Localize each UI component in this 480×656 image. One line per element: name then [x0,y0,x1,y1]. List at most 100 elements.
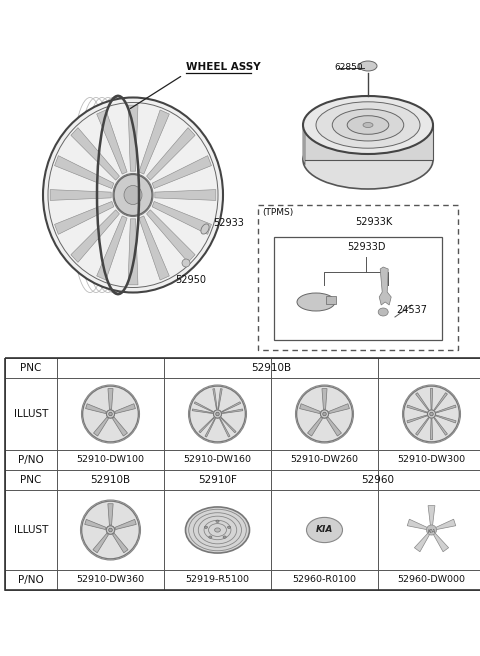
Text: ILLUST: ILLUST [14,409,48,419]
Text: 52950: 52950 [176,275,206,285]
Circle shape [109,412,112,416]
Text: ILLUST: ILLUST [14,525,48,535]
Polygon shape [219,419,230,437]
Text: 52960-DW000: 52960-DW000 [397,575,466,584]
Circle shape [81,500,141,560]
Ellipse shape [378,308,388,316]
Polygon shape [431,419,432,440]
Circle shape [430,412,433,416]
Polygon shape [152,155,212,188]
Circle shape [214,410,222,418]
Polygon shape [213,388,217,409]
Polygon shape [303,125,305,165]
Text: 52910F: 52910F [198,475,237,485]
Polygon shape [434,418,447,436]
Polygon shape [407,519,429,530]
Text: 24537: 24537 [396,305,427,315]
Polygon shape [128,105,138,171]
Polygon shape [205,419,216,437]
Polygon shape [112,417,128,436]
Polygon shape [431,388,432,409]
Circle shape [323,412,326,416]
Polygon shape [218,388,222,409]
Polygon shape [416,418,429,436]
Ellipse shape [185,507,250,553]
Circle shape [182,259,190,267]
Circle shape [296,385,353,443]
Text: PNC: PNC [20,475,42,485]
Polygon shape [152,201,212,234]
Polygon shape [221,417,236,433]
Polygon shape [326,417,341,436]
Circle shape [189,385,247,443]
Polygon shape [222,409,243,413]
Circle shape [107,410,115,418]
Polygon shape [96,110,127,174]
Polygon shape [71,210,120,262]
Polygon shape [139,216,169,280]
Text: 52960-R0100: 52960-R0100 [292,575,357,584]
Polygon shape [434,519,456,530]
Ellipse shape [216,520,219,522]
Text: PNC: PNC [20,363,42,373]
Circle shape [321,410,328,418]
Polygon shape [146,128,195,180]
Ellipse shape [303,96,433,154]
Circle shape [108,528,112,532]
Ellipse shape [209,536,212,538]
Text: 52919-R5100: 52919-R5100 [185,575,250,584]
Polygon shape [434,393,447,410]
Bar [326,296,336,304]
Bar [274,237,442,340]
Text: (TPMS): (TPMS) [262,208,293,217]
Ellipse shape [363,123,373,127]
Text: 62850: 62850 [335,64,363,73]
Polygon shape [139,110,169,174]
Polygon shape [308,417,323,436]
Polygon shape [85,403,106,413]
Polygon shape [322,388,327,409]
Ellipse shape [201,224,209,234]
Polygon shape [108,388,113,409]
Ellipse shape [359,61,377,71]
Ellipse shape [316,102,420,148]
Polygon shape [55,201,114,234]
Polygon shape [199,417,214,433]
Polygon shape [436,415,456,423]
Text: 52933: 52933 [213,218,244,228]
Ellipse shape [113,173,153,216]
Polygon shape [414,532,431,552]
Circle shape [82,385,140,443]
Polygon shape [128,219,138,285]
Circle shape [403,385,460,443]
Polygon shape [194,401,213,412]
Polygon shape [71,128,120,180]
Text: 52910-DW260: 52910-DW260 [290,455,359,464]
Polygon shape [115,520,136,529]
Circle shape [216,412,219,416]
Ellipse shape [347,115,389,134]
Bar [5,358,480,590]
Ellipse shape [307,518,343,543]
Circle shape [321,410,328,418]
Text: 52910B: 52910B [90,475,131,485]
Ellipse shape [303,131,433,189]
Polygon shape [108,504,113,525]
Polygon shape [155,190,216,200]
Polygon shape [112,533,128,553]
Polygon shape [432,532,449,552]
Ellipse shape [332,109,404,141]
Polygon shape [96,216,127,280]
Circle shape [106,526,115,534]
Ellipse shape [228,526,231,529]
Polygon shape [416,393,429,410]
Ellipse shape [297,293,335,311]
Text: P/NO: P/NO [18,575,44,585]
Ellipse shape [215,528,220,532]
Text: 52960: 52960 [361,475,395,485]
Polygon shape [407,415,427,423]
Polygon shape [146,210,195,262]
Polygon shape [84,520,106,529]
Polygon shape [329,403,349,413]
Polygon shape [50,190,111,200]
